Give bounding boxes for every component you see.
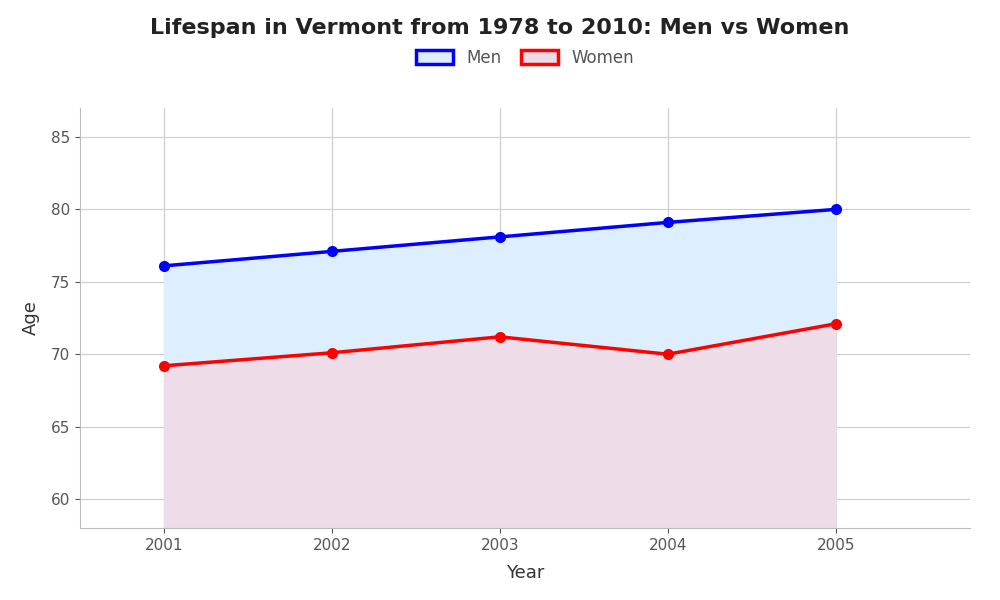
Legend: Men, Women: Men, Women — [408, 41, 642, 76]
X-axis label: Year: Year — [506, 564, 544, 582]
Y-axis label: Age: Age — [22, 301, 40, 335]
Text: Lifespan in Vermont from 1978 to 2010: Men vs Women: Lifespan in Vermont from 1978 to 2010: M… — [150, 18, 850, 38]
